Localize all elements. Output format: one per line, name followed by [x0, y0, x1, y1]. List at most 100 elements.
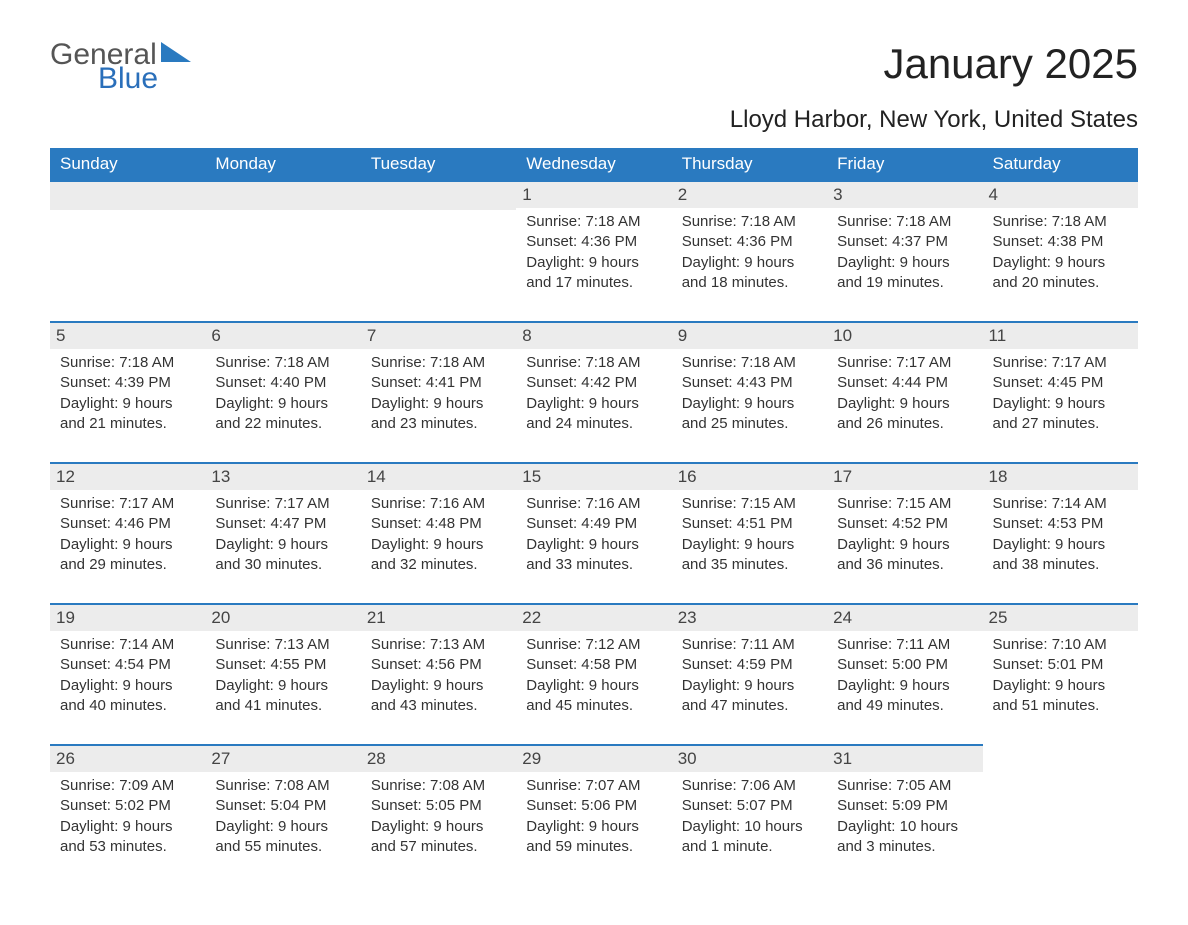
- cell-sunrise: Sunrise: 7:17 AM: [215, 494, 350, 514]
- cell-sunrise: Sunrise: 7:17 AM: [993, 353, 1128, 373]
- cell-daylight2: and 19 minutes.: [837, 273, 972, 293]
- cell-daylight2: and 30 minutes.: [215, 555, 350, 575]
- calendar-day-cell: 6Sunrise: 7:18 AMSunset: 4:40 PMDaylight…: [205, 322, 360, 463]
- cell-sunrise: Sunrise: 7:18 AM: [837, 212, 972, 232]
- day-number: 28: [361, 746, 516, 772]
- calendar-day-cell: 14Sunrise: 7:16 AMSunset: 4:48 PMDayligh…: [361, 463, 516, 604]
- calendar-day-cell: 12Sunrise: 7:17 AMSunset: 4:46 PMDayligh…: [50, 463, 205, 604]
- cell-daylight1: Daylight: 9 hours: [682, 394, 817, 414]
- day-number: 11: [983, 323, 1138, 349]
- cell-daylight2: and 59 minutes.: [526, 837, 661, 857]
- day-number: 5: [50, 323, 205, 349]
- cell-daylight1: Daylight: 9 hours: [60, 394, 195, 414]
- calendar-day-cell: 18Sunrise: 7:14 AMSunset: 4:53 PMDayligh…: [983, 463, 1138, 604]
- calendar-day-cell: 11 Sunrise: 7:17 AMSunset: 4:45 PMDayligh…: [983, 322, 1138, 463]
- calendar-day-cell: 7Sunrise: 7:18 AMSunset: 4:41 PMDaylight…: [361, 322, 516, 463]
- calendar-day-cell: 20Sunrise: 7:13 AMSunset: 4:55 PMDayligh…: [205, 604, 360, 745]
- cell-sunset: Sunset: 4:48 PM: [371, 514, 506, 534]
- cell-sunset: Sunset: 4:45 PM: [993, 373, 1128, 393]
- calendar-day-cell: 23Sunrise: 7:11 AMSunset: 4:59 PMDayligh…: [672, 604, 827, 745]
- day-number: 30: [672, 746, 827, 772]
- calendar-day-cell: 16Sunrise: 7:15 AMSunset: 4:51 PMDayligh…: [672, 463, 827, 604]
- cell-sunset: Sunset: 4:59 PM: [682, 655, 817, 675]
- day-number: 24: [827, 605, 982, 631]
- calendar-week-row: 5Sunrise: 7:18 AMSunset: 4:39 PMDaylight…: [50, 322, 1138, 463]
- calendar-day-cell: 4Sunrise: 7:18 AMSunset: 4:38 PMDaylight…: [983, 181, 1138, 322]
- calendar-day-cell: 17Sunrise: 7:15 AMSunset: 4:52 PMDayligh…: [827, 463, 982, 604]
- cell-daylight2: and 49 minutes.: [837, 696, 972, 716]
- cell-daylight1: Daylight: 9 hours: [837, 394, 972, 414]
- cell-daylight1: Daylight: 9 hours: [526, 535, 661, 555]
- cell-sunset: Sunset: 4:58 PM: [526, 655, 661, 675]
- day-number: 14: [361, 464, 516, 490]
- cell-daylight2: and 55 minutes.: [215, 837, 350, 857]
- calendar-day-cell: 24Sunrise: 7:11 AMSunset: 5:00 PMDayligh…: [827, 604, 982, 745]
- cell-sunset: Sunset: 4:41 PM: [371, 373, 506, 393]
- cell-sunrise: Sunrise: 7:11 AM: [682, 635, 817, 655]
- calendar-day-cell: [983, 745, 1138, 885]
- cell-daylight2: and 27 minutes.: [993, 414, 1128, 434]
- day-header-row: Sunday Monday Tuesday Wednesday Thursday…: [50, 148, 1138, 181]
- day-header: Thursday: [672, 148, 827, 181]
- calendar-table: Sunday Monday Tuesday Wednesday Thursday…: [50, 148, 1138, 885]
- cell-daylight2: and 20 minutes.: [993, 273, 1128, 293]
- day-number: 13: [205, 464, 360, 490]
- cell-sunset: Sunset: 4:52 PM: [837, 514, 972, 534]
- cell-sunset: Sunset: 5:07 PM: [682, 796, 817, 816]
- cell-daylight1: Daylight: 9 hours: [60, 817, 195, 837]
- day-number-empty: [361, 182, 516, 210]
- cell-sunset: Sunset: 5:06 PM: [526, 796, 661, 816]
- cell-sunset: Sunset: 4:40 PM: [215, 373, 350, 393]
- cell-sunset: Sunset: 4:36 PM: [682, 232, 817, 252]
- cell-sunset: Sunset: 4:37 PM: [837, 232, 972, 252]
- cell-daylight2: and 18 minutes.: [682, 273, 817, 293]
- cell-sunset: Sunset: 4:43 PM: [682, 373, 817, 393]
- cell-daylight1: Daylight: 9 hours: [215, 676, 350, 696]
- cell-daylight1: Daylight: 9 hours: [215, 394, 350, 414]
- cell-daylight1: Daylight: 9 hours: [837, 676, 972, 696]
- cell-sunset: Sunset: 5:05 PM: [371, 796, 506, 816]
- cell-sunset: Sunset: 4:49 PM: [526, 514, 661, 534]
- cell-sunrise: Sunrise: 7:17 AM: [60, 494, 195, 514]
- cell-sunrise: Sunrise: 7:08 AM: [215, 776, 350, 796]
- cell-sunrise: Sunrise: 7:15 AM: [837, 494, 972, 514]
- cell-daylight1: Daylight: 9 hours: [993, 394, 1128, 414]
- calendar-week-row: 19Sunrise: 7:14 AMSunset: 4:54 PMDayligh…: [50, 604, 1138, 745]
- day-number: 25: [983, 605, 1138, 631]
- cell-daylight2: and 35 minutes.: [682, 555, 817, 575]
- calendar-day-cell: 21Sunrise: 7:13 AMSunset: 4:56 PMDayligh…: [361, 604, 516, 745]
- cell-sunset: Sunset: 5:04 PM: [215, 796, 350, 816]
- cell-daylight1: Daylight: 9 hours: [993, 676, 1128, 696]
- cell-daylight1: Daylight: 9 hours: [837, 253, 972, 273]
- cell-sunset: Sunset: 4:55 PM: [215, 655, 350, 675]
- calendar-day-cell: 1Sunrise: 7:18 AMSunset: 4:36 PMDaylight…: [516, 181, 671, 322]
- cell-sunrise: Sunrise: 7:09 AM: [60, 776, 195, 796]
- cell-daylight2: and 51 minutes.: [993, 696, 1128, 716]
- cell-daylight1: Daylight: 10 hours: [837, 817, 972, 837]
- calendar-day-cell: 2Sunrise: 7:18 AMSunset: 4:36 PMDaylight…: [672, 181, 827, 322]
- cell-sunrise: Sunrise: 7:05 AM: [837, 776, 972, 796]
- day-header: Sunday: [50, 148, 205, 181]
- cell-sunset: Sunset: 4:38 PM: [993, 232, 1128, 252]
- calendar-day-cell: 9Sunrise: 7:18 AMSunset: 4:43 PMDaylight…: [672, 322, 827, 463]
- cell-sunrise: Sunrise: 7:18 AM: [215, 353, 350, 373]
- cell-sunset: Sunset: 4:54 PM: [60, 655, 195, 675]
- cell-sunrise: Sunrise: 7:18 AM: [682, 212, 817, 232]
- day-number: 10: [827, 323, 982, 349]
- cell-sunrise: Sunrise: 7:18 AM: [993, 212, 1128, 232]
- cell-daylight1: Daylight: 9 hours: [526, 253, 661, 273]
- cell-daylight2: and 38 minutes.: [993, 555, 1128, 575]
- cell-daylight1: Daylight: 9 hours: [215, 817, 350, 837]
- cell-daylight2: and 24 minutes.: [526, 414, 661, 434]
- cell-daylight1: Daylight: 9 hours: [526, 676, 661, 696]
- cell-sunset: Sunset: 4:47 PM: [215, 514, 350, 534]
- cell-sunset: Sunset: 4:56 PM: [371, 655, 506, 675]
- logo: General Blue: [50, 40, 197, 94]
- cell-sunrise: Sunrise: 7:17 AM: [837, 353, 972, 373]
- day-number: 27: [205, 746, 360, 772]
- cell-daylight2: and 21 minutes.: [60, 414, 195, 434]
- cell-sunrise: Sunrise: 7:07 AM: [526, 776, 661, 796]
- cell-sunrise: Sunrise: 7:14 AM: [60, 635, 195, 655]
- title-block: January 2025 Lloyd Harbor, New York, Uni…: [730, 40, 1138, 134]
- calendar-day-cell: 27 Sunrise: 7:08 AMSunset: 5:04 PMDayligh…: [205, 745, 360, 885]
